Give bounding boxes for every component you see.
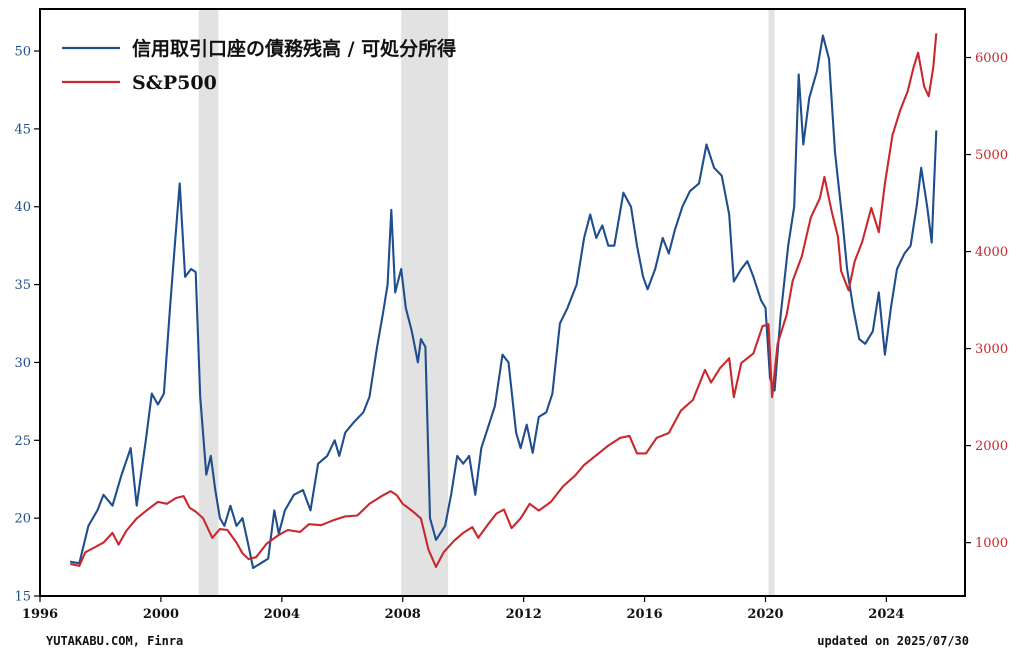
source-credit: YUTAKABU.COM, Finra (46, 634, 183, 648)
recession-band-2 (401, 9, 449, 596)
x-tick-label: 2004 (264, 607, 300, 622)
y-left-tick-label: 25 (14, 434, 31, 449)
legend-label-sp500: S&P500 (132, 72, 217, 94)
y-left-tick-label: 35 (14, 278, 31, 293)
series-lines (69, 33, 938, 570)
y-right-tick-label: 6000 (975, 51, 1008, 66)
x-tick-label: 2016 (626, 607, 662, 622)
y-right-tick-label: 4000 (975, 245, 1008, 260)
y-left-tick-label: 20 (14, 512, 31, 527)
y-right-tick-label: 1000 (975, 536, 1008, 551)
y-left-tick-label: 50 (14, 45, 31, 60)
x-tick-label: 2008 (385, 607, 421, 622)
y-right-tick-label: 3000 (975, 342, 1008, 357)
y-left-tick-label: 45 (14, 122, 31, 137)
recession-bands (198, 9, 775, 596)
x-tick-label: 2020 (747, 607, 783, 622)
series-line-sp500 (69, 33, 938, 568)
axes: 1996 2000 2004 2008 2012 2016 2020 2024 15 20 25 30… (14, 45, 1008, 622)
y-left-tick-label: 30 (14, 356, 31, 371)
x-tick-label: 2024 (868, 607, 904, 622)
x-tick-label: 1996 (22, 607, 58, 622)
legend: 信用取引口座の債務残高 / 可処分所得 S&P500 (62, 37, 456, 94)
series-line-margin-debt (70, 34, 938, 570)
recession-band-1 (198, 9, 219, 596)
legend-label-margin-debt: 信用取引口座の債務残高 / 可処分所得 (132, 37, 456, 60)
x-tick-label: 2000 (143, 607, 179, 622)
y-left-tick-label: 40 (14, 200, 31, 215)
y-right-tick-label: 5000 (975, 148, 1008, 163)
plot-frame (39, 8, 966, 597)
x-tick-label: 2012 (506, 607, 542, 622)
y-left-tick-label: 15 (14, 590, 31, 605)
updated-date: updated on 2025/07/30 (817, 634, 969, 648)
y-right-tick-label: 2000 (975, 439, 1008, 454)
recession-band-3 (768, 9, 775, 596)
